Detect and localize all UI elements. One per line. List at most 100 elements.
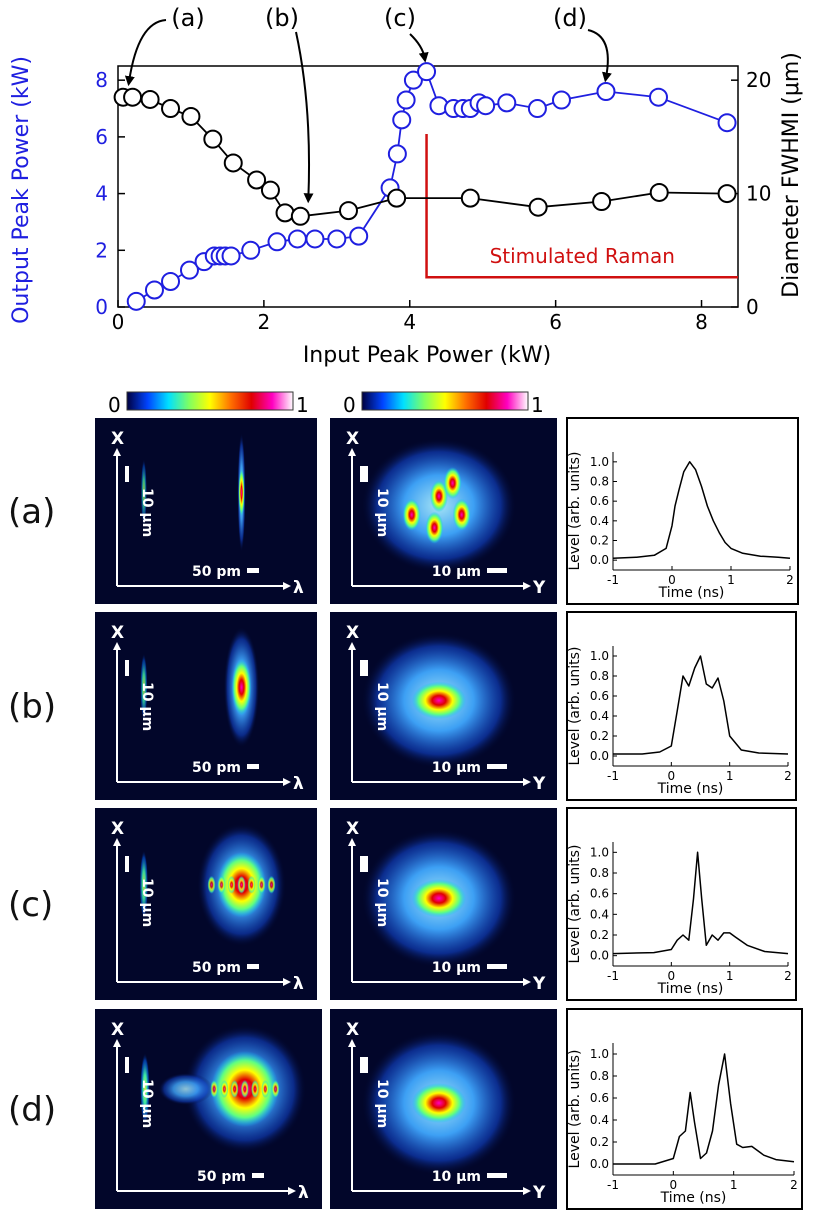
beam-core bbox=[411, 879, 467, 918]
series-point-0 bbox=[717, 113, 737, 133]
series-point-1 bbox=[247, 170, 267, 190]
time-y-tick-label: 0.0 bbox=[590, 749, 609, 763]
time-x-tick-label: 2 bbox=[790, 1178, 798, 1192]
scale-bar-vertical bbox=[360, 856, 368, 872]
scale-bar-horizontal bbox=[247, 964, 259, 969]
spectral-fringe bbox=[220, 1080, 229, 1098]
row-label: (b) bbox=[8, 687, 56, 727]
image-rows: (a) Xλ 10 μm 50 pm X Y 10 μm 10 μm 0.0 0.2 0.4 0.6 0… bbox=[8, 417, 803, 1210]
series-point-1 bbox=[260, 180, 280, 200]
y-tick-label: 6 bbox=[95, 125, 108, 149]
scale-bar-vertical bbox=[125, 466, 129, 482]
series-point-1 bbox=[161, 99, 181, 119]
time-x-axis-label: Time (ns) bbox=[660, 1190, 727, 1206]
spectral-line-left bbox=[140, 653, 148, 722]
spectral-fringe bbox=[267, 875, 276, 894]
colorbar-gradient bbox=[126, 391, 294, 411]
time-x-tick-label: 1 bbox=[727, 573, 735, 587]
series-point-0 bbox=[387, 144, 407, 164]
x-tick-label: 4 bbox=[403, 310, 416, 334]
time-trace bbox=[613, 1053, 795, 1165]
time-x-tick-label: -1 bbox=[607, 969, 619, 983]
spectral-fringe bbox=[257, 875, 266, 894]
series-point-1 bbox=[592, 192, 612, 212]
time-y-tick-label: 0.2 bbox=[590, 1135, 609, 1149]
image-axis-label-x: X bbox=[111, 819, 124, 839]
row-label: (c) bbox=[8, 885, 53, 925]
time-panel-frame bbox=[566, 807, 797, 1001]
time-y-tick-label: 0.6 bbox=[590, 494, 609, 508]
time-x-tick-label: 2 bbox=[784, 969, 792, 983]
scale-bar-vertical bbox=[360, 1057, 368, 1073]
time-y-tick-label: 0.4 bbox=[590, 1113, 609, 1127]
time-y-tick-label: 0.0 bbox=[590, 553, 609, 567]
scale-label-horizontal: 10 μm bbox=[432, 564, 481, 580]
row-label: (d) bbox=[8, 1090, 56, 1130]
scale-label-vertical: 10 μm bbox=[139, 1079, 155, 1128]
annotation-label: (b) bbox=[265, 4, 299, 32]
image-axis-label-x: X bbox=[346, 1020, 359, 1040]
scale-label-vertical: 10 μm bbox=[374, 1079, 390, 1128]
scale-bar-horizontal bbox=[487, 764, 507, 769]
row-label: (a) bbox=[8, 492, 55, 532]
time-y-tick-label: 0.4 bbox=[590, 514, 609, 528]
time-x-tick-label: -1 bbox=[607, 1178, 619, 1192]
series-point-0 bbox=[527, 99, 547, 119]
time-x-tick-label: -1 bbox=[607, 769, 619, 783]
annotation-label: (c) bbox=[384, 4, 416, 32]
y2-tick-label: 10 bbox=[746, 182, 771, 206]
spectral-line-left bbox=[140, 458, 147, 526]
annotation-arrow bbox=[587, 29, 612, 83]
scale-label-vertical: 10 μm bbox=[139, 878, 155, 927]
image-row: (a) Xλ 10 μm 50 pm X Y 10 μm 10 μm 0.0 0.2 0.4 0.6 0… bbox=[8, 417, 799, 605]
y-tick-label: 8 bbox=[95, 68, 108, 92]
colorbar-left: 0 1 bbox=[108, 391, 309, 417]
scale-bar-horizontal bbox=[487, 568, 507, 573]
scale-bar-vertical bbox=[125, 1057, 129, 1073]
chart-axes: 0 2 4 6 8 0 2 4 6 8 0 10 20 bbox=[95, 65, 771, 334]
scale-label-horizontal: 50 pm bbox=[192, 960, 241, 976]
time-x-tick-label: 2 bbox=[784, 769, 792, 783]
image-axis-label-h: Y bbox=[532, 974, 546, 994]
scale-bar-horizontal bbox=[487, 964, 507, 969]
image-axis-label-x: X bbox=[111, 623, 124, 643]
series-point-0 bbox=[267, 232, 287, 252]
scale-bar-vertical bbox=[125, 856, 129, 872]
series-point-0 bbox=[396, 90, 416, 110]
time-y-axis-label: Level (arb. units) bbox=[567, 452, 583, 571]
series-point-1 bbox=[203, 129, 223, 149]
y-axis-label: Output Peak Power (kW) bbox=[9, 56, 34, 324]
time-x-tick-label: 0 bbox=[668, 573, 676, 587]
series-point-0 bbox=[144, 280, 164, 300]
spectral-fringe bbox=[230, 1080, 239, 1098]
spectral-fringe bbox=[217, 875, 226, 894]
colorbar-min-label: 0 bbox=[108, 393, 121, 417]
x-tick-label: 8 bbox=[695, 310, 708, 334]
time-x-tick-label: 1 bbox=[730, 1178, 738, 1192]
y2-tick-label: 20 bbox=[746, 68, 771, 92]
series-point-0 bbox=[648, 87, 668, 107]
image-axis-label-h: λ bbox=[293, 578, 304, 598]
time-y-tick-label: 0.8 bbox=[590, 669, 609, 683]
scale-label-vertical: 10 μm bbox=[374, 682, 390, 731]
series-point-0 bbox=[179, 260, 199, 280]
beam-core bbox=[411, 681, 467, 720]
series-point-1 bbox=[123, 87, 143, 107]
time-y-tick-label: 0.2 bbox=[590, 928, 609, 942]
time-y-tick-label: 1.0 bbox=[590, 455, 609, 469]
image-axis-label-x: X bbox=[346, 623, 359, 643]
time-panel-frame bbox=[566, 1008, 803, 1210]
annotation-label: (d) bbox=[553, 4, 587, 32]
series-point-1 bbox=[223, 153, 243, 173]
y-tick-label: 2 bbox=[95, 238, 108, 262]
spectral-line-left bbox=[140, 1053, 150, 1125]
y2-axis-label: Diameter FWHMI (μm) bbox=[779, 52, 804, 298]
series-line-1 bbox=[123, 96, 728, 218]
time-x-tick-label: 1 bbox=[726, 769, 734, 783]
time-y-tick-label: 0.4 bbox=[590, 709, 609, 723]
image-row: (b) Xλ 10 μm 50 pm X Y 10 μm 10 μm 0.0 0.2 0.4 0.6 0… bbox=[8, 611, 797, 801]
time-x-tick-label: -1 bbox=[607, 573, 619, 587]
annotation-label: (a) bbox=[171, 4, 204, 32]
time-trace bbox=[612, 461, 791, 559]
spectral-fringe bbox=[227, 875, 236, 894]
